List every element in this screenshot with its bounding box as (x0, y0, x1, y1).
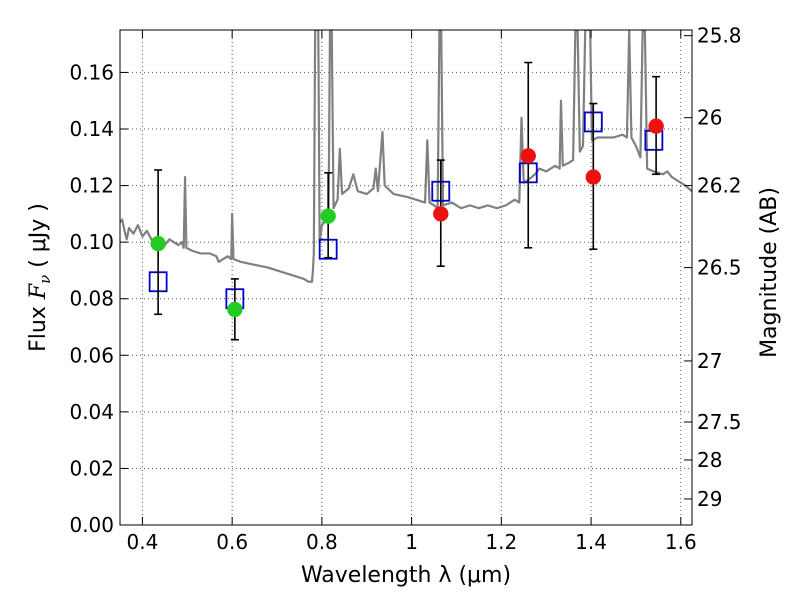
y-tick-label: 0.16 (69, 60, 114, 84)
observed-flux-point-red (648, 118, 664, 134)
y2-tick-label: 29 (697, 487, 722, 511)
x-tick-label: 0.6 (216, 530, 248, 554)
observed-flux-point-green (150, 235, 166, 252)
ticks: 0.4 0.6 0.8 1 1.2 1.4 1.6 0.00 0.02 0.04 0.06 0.08 0… (69, 24, 741, 554)
y-axis-label-prefix: Flux (26, 299, 51, 352)
y-axis-label: Flux Fν ( μJy ) (26, 203, 54, 352)
y2-tick-label: 27 (697, 349, 722, 373)
observed-flux-point-green (227, 301, 243, 318)
x-tick-label: 1.4 (575, 530, 607, 554)
observed-flux-point-red (585, 169, 602, 185)
y-axis-label-suffix: ( μJy ) (26, 203, 51, 275)
x-tick-label: 0.4 (127, 530, 159, 554)
y-tick-label: 0.12 (69, 174, 114, 198)
y-axis-label-symbol: F (26, 283, 51, 300)
y-tick-label: 0.06 (69, 343, 114, 367)
observed-flux-point-red (520, 148, 537, 164)
observed-flux-point-red (433, 206, 449, 222)
y-axis-label-subscript: ν (36, 275, 54, 284)
x-tick-label: 1 (405, 530, 418, 554)
y-tick-label: 0.08 (69, 287, 114, 311)
plot-frame (119, 29, 693, 526)
y2-axis-label: Magnitude (AB) (757, 187, 782, 358)
y-tick-label: 0.10 (69, 230, 114, 254)
sed-model-curve (120, 30, 692, 283)
y2-tick-label: 28 (697, 448, 722, 472)
x-axis-label: Wavelength λ (μm) (301, 563, 511, 588)
plot-area (120, 30, 692, 341)
y-tick-label: 0.14 (69, 117, 114, 141)
y2-tick-label: 27.5 (697, 410, 742, 434)
plot-content (120, 30, 692, 341)
x-tick-label: 1.2 (485, 530, 517, 554)
y2-tick-label: 26.2 (697, 174, 742, 198)
y2-tick-label: 26.5 (697, 256, 742, 280)
y2-tick-label: 26 (697, 106, 722, 130)
y-tick-label: 0.04 (69, 400, 114, 424)
y-tick-label: 0.02 (69, 456, 114, 480)
y-tick-label: 0.00 (69, 513, 114, 537)
x-tick-label: 0.8 (306, 530, 338, 554)
observed-flux-point-green (320, 208, 336, 224)
x-tick-label: 1.6 (665, 530, 697, 554)
y2-tick-label: 25.8 (697, 24, 742, 48)
